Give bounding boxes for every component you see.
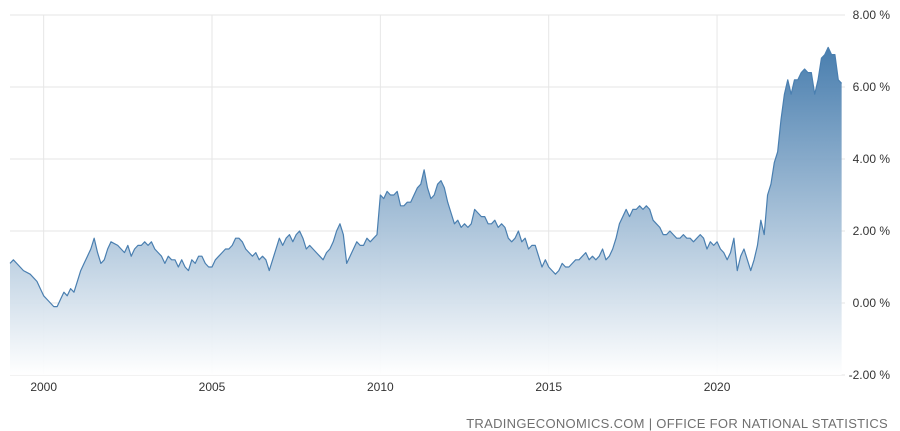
- series-line: [9, 46, 843, 308]
- y-tick-label: 4.00 %: [853, 152, 891, 166]
- x-tick-label: 2000: [30, 380, 57, 394]
- axis-labels-layer: 8.00 % 6.00 % 4.00 % 2.00 % 0.00 % -2.00 % 200…: [30, 8, 890, 394]
- y-tick-label: 0.00 %: [853, 296, 891, 310]
- x-tick-label: 2015: [535, 380, 562, 394]
- data-area-layer: [9, 46, 843, 376]
- series-area-fill: [10, 47, 842, 376]
- source-attribution: TRADINGECONOMICS.COM | OFFICE FOR NATION…: [466, 416, 888, 431]
- y-tick-label: 6.00 %: [853, 80, 891, 94]
- x-tick-label: 2005: [199, 380, 226, 394]
- y-tick-label: -2.00 %: [849, 368, 891, 382]
- y-tick-label: 2.00 %: [853, 224, 891, 238]
- x-tick-label: 2020: [704, 380, 731, 394]
- x-tick-label: 2010: [367, 380, 394, 394]
- y-tick-label: 8.00 %: [853, 8, 891, 22]
